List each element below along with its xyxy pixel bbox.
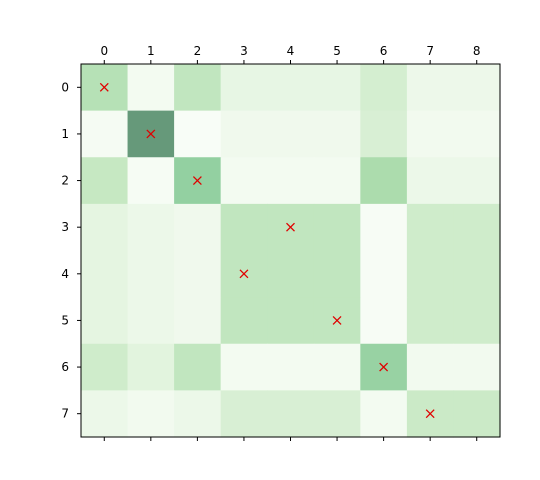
heatmap-cell-2-5 (313, 157, 361, 205)
heatmap-cell-2-3 (220, 157, 268, 205)
heatmap-cell-2-0 (81, 157, 129, 205)
heatmap-cell-1-5 (313, 110, 361, 158)
heatmap-cell-4-7 (406, 250, 455, 298)
heatmap-cell-2-7 (406, 157, 455, 205)
heatmap-cell-6-2 (174, 343, 222, 391)
heatmap-cell-7-2 (174, 390, 222, 438)
y-tick-label-7: 7 (61, 407, 69, 421)
y-tick-label-3: 3 (61, 220, 69, 234)
heatmap-cell-2-1 (127, 157, 175, 205)
x-marker-0 (99, 82, 109, 92)
y-tick-label-4: 4 (61, 267, 69, 281)
heatmap-cell-1-0 (81, 110, 129, 158)
y-axis-left: 0 1 2 3 4 5 6 7 (61, 80, 81, 421)
x-marker-7 (425, 409, 435, 419)
heatmap-cell-2-8 (453, 157, 501, 205)
heatmap-cell-6-1 (127, 343, 175, 391)
heatmap-cell-3-2 (174, 203, 222, 252)
heatmap-cell-6-5 (313, 343, 361, 391)
x-tick-label-0: 0 (100, 44, 108, 58)
heatmap-cell-4-1 (127, 250, 175, 298)
heatmap-cell-5-0 (81, 297, 129, 345)
heatmap-cell-0-6 (360, 64, 408, 112)
heatmap-cell-0-8 (453, 64, 501, 112)
heatmap-cell-7-8 (453, 390, 501, 438)
heatmap-cell-4-8 (453, 250, 501, 298)
x-marker-3 (286, 222, 295, 232)
heatmap-cell-1-4 (267, 110, 315, 158)
heatmap-cell-7-3 (220, 390, 268, 438)
heatmap-cell-1-3 (220, 110, 268, 158)
x-tick-label-3: 3 (240, 44, 248, 58)
heatmap-cell-0-2 (174, 64, 222, 112)
heatmap-cell-1-2 (174, 110, 222, 158)
heatmap-cell-7-6 (360, 390, 408, 438)
x-tick-label-6: 6 (380, 44, 388, 58)
heatmap-cell-0-3 (220, 64, 268, 112)
y-tick-label-1: 1 (61, 127, 69, 141)
heatmap-cell-3-1 (127, 203, 175, 252)
heatmap-cell-6-3 (220, 343, 268, 391)
heatmap-cell-7-0 (81, 390, 129, 438)
x-tick-label-8: 8 (473, 44, 481, 58)
marker-layer (99, 82, 435, 419)
heatmap-cell-4-6 (360, 250, 408, 298)
x-tick-label-4: 4 (287, 44, 295, 58)
x-tick-label-2: 2 (194, 44, 202, 58)
heatmap-cell-0-5 (313, 64, 361, 112)
heatmap-cells (81, 64, 501, 438)
heatmap-cell-7-1 (127, 390, 175, 438)
heatmap-cell-6-4 (267, 343, 315, 391)
heatmap-cell-6-7 (406, 343, 455, 391)
heatmap-cell-3-6 (360, 203, 408, 252)
y-tick-label-0: 0 (61, 80, 69, 94)
x-marker-4 (239, 269, 249, 279)
heatmap-cell-1-7 (406, 110, 455, 158)
heatmap-cell-5-2 (174, 297, 222, 345)
heatmap-cell-0-7 (406, 64, 455, 112)
heatmap-cell-6-0 (81, 343, 129, 391)
heatmap-cell-3-5 (313, 203, 361, 252)
heatmap-cell-4-5 (313, 250, 361, 298)
heatmap-cell-1-8 (453, 110, 501, 158)
heatmap-cell-7-4 (267, 390, 315, 438)
heatmap-cell-0-1 (127, 64, 175, 112)
heatmap-cell-4-0 (81, 250, 129, 298)
heatmap-cell-7-5 (313, 390, 361, 438)
heatmap-cell-1-6 (360, 110, 408, 158)
x-marker-5 (332, 315, 342, 325)
x-tick-label-5: 5 (333, 44, 341, 58)
x-tick-label-7: 7 (426, 44, 434, 58)
x-marker-2 (192, 176, 202, 186)
x-marker-6 (379, 362, 389, 372)
heatmap-cell-5-8 (453, 297, 501, 345)
heatmap-cell-3-8 (453, 203, 501, 252)
y-tick-label-5: 5 (61, 313, 69, 327)
y-tick-label-6: 6 (61, 360, 69, 374)
heatmap-cell-5-7 (406, 297, 455, 345)
heatmap-cell-6-8 (453, 343, 501, 391)
heatmap-cell-2-6 (360, 157, 408, 205)
x-tick-label-1: 1 (147, 44, 155, 58)
heatmap-cell-4-2 (174, 250, 222, 298)
y-tick-label-2: 2 (61, 174, 69, 188)
heatmap-cell-5-4 (267, 297, 315, 345)
heatmap-cell-3-3 (220, 203, 268, 252)
heatmap-cell-0-4 (267, 64, 315, 112)
heatmap-cell-3-7 (406, 203, 455, 252)
x-marker-1 (146, 129, 156, 139)
heatmap-cell-3-0 (81, 203, 129, 252)
heatmap-cell-4-4 (267, 250, 315, 298)
heatmap-cell-2-4 (267, 157, 315, 205)
heatmap-cell-5-6 (360, 297, 408, 345)
heatmap-cell-5-1 (127, 297, 175, 345)
x-axis-top: 0 1 2 3 4 5 6 7 8 (100, 44, 481, 441)
heatmap-cell-5-3 (220, 297, 268, 345)
